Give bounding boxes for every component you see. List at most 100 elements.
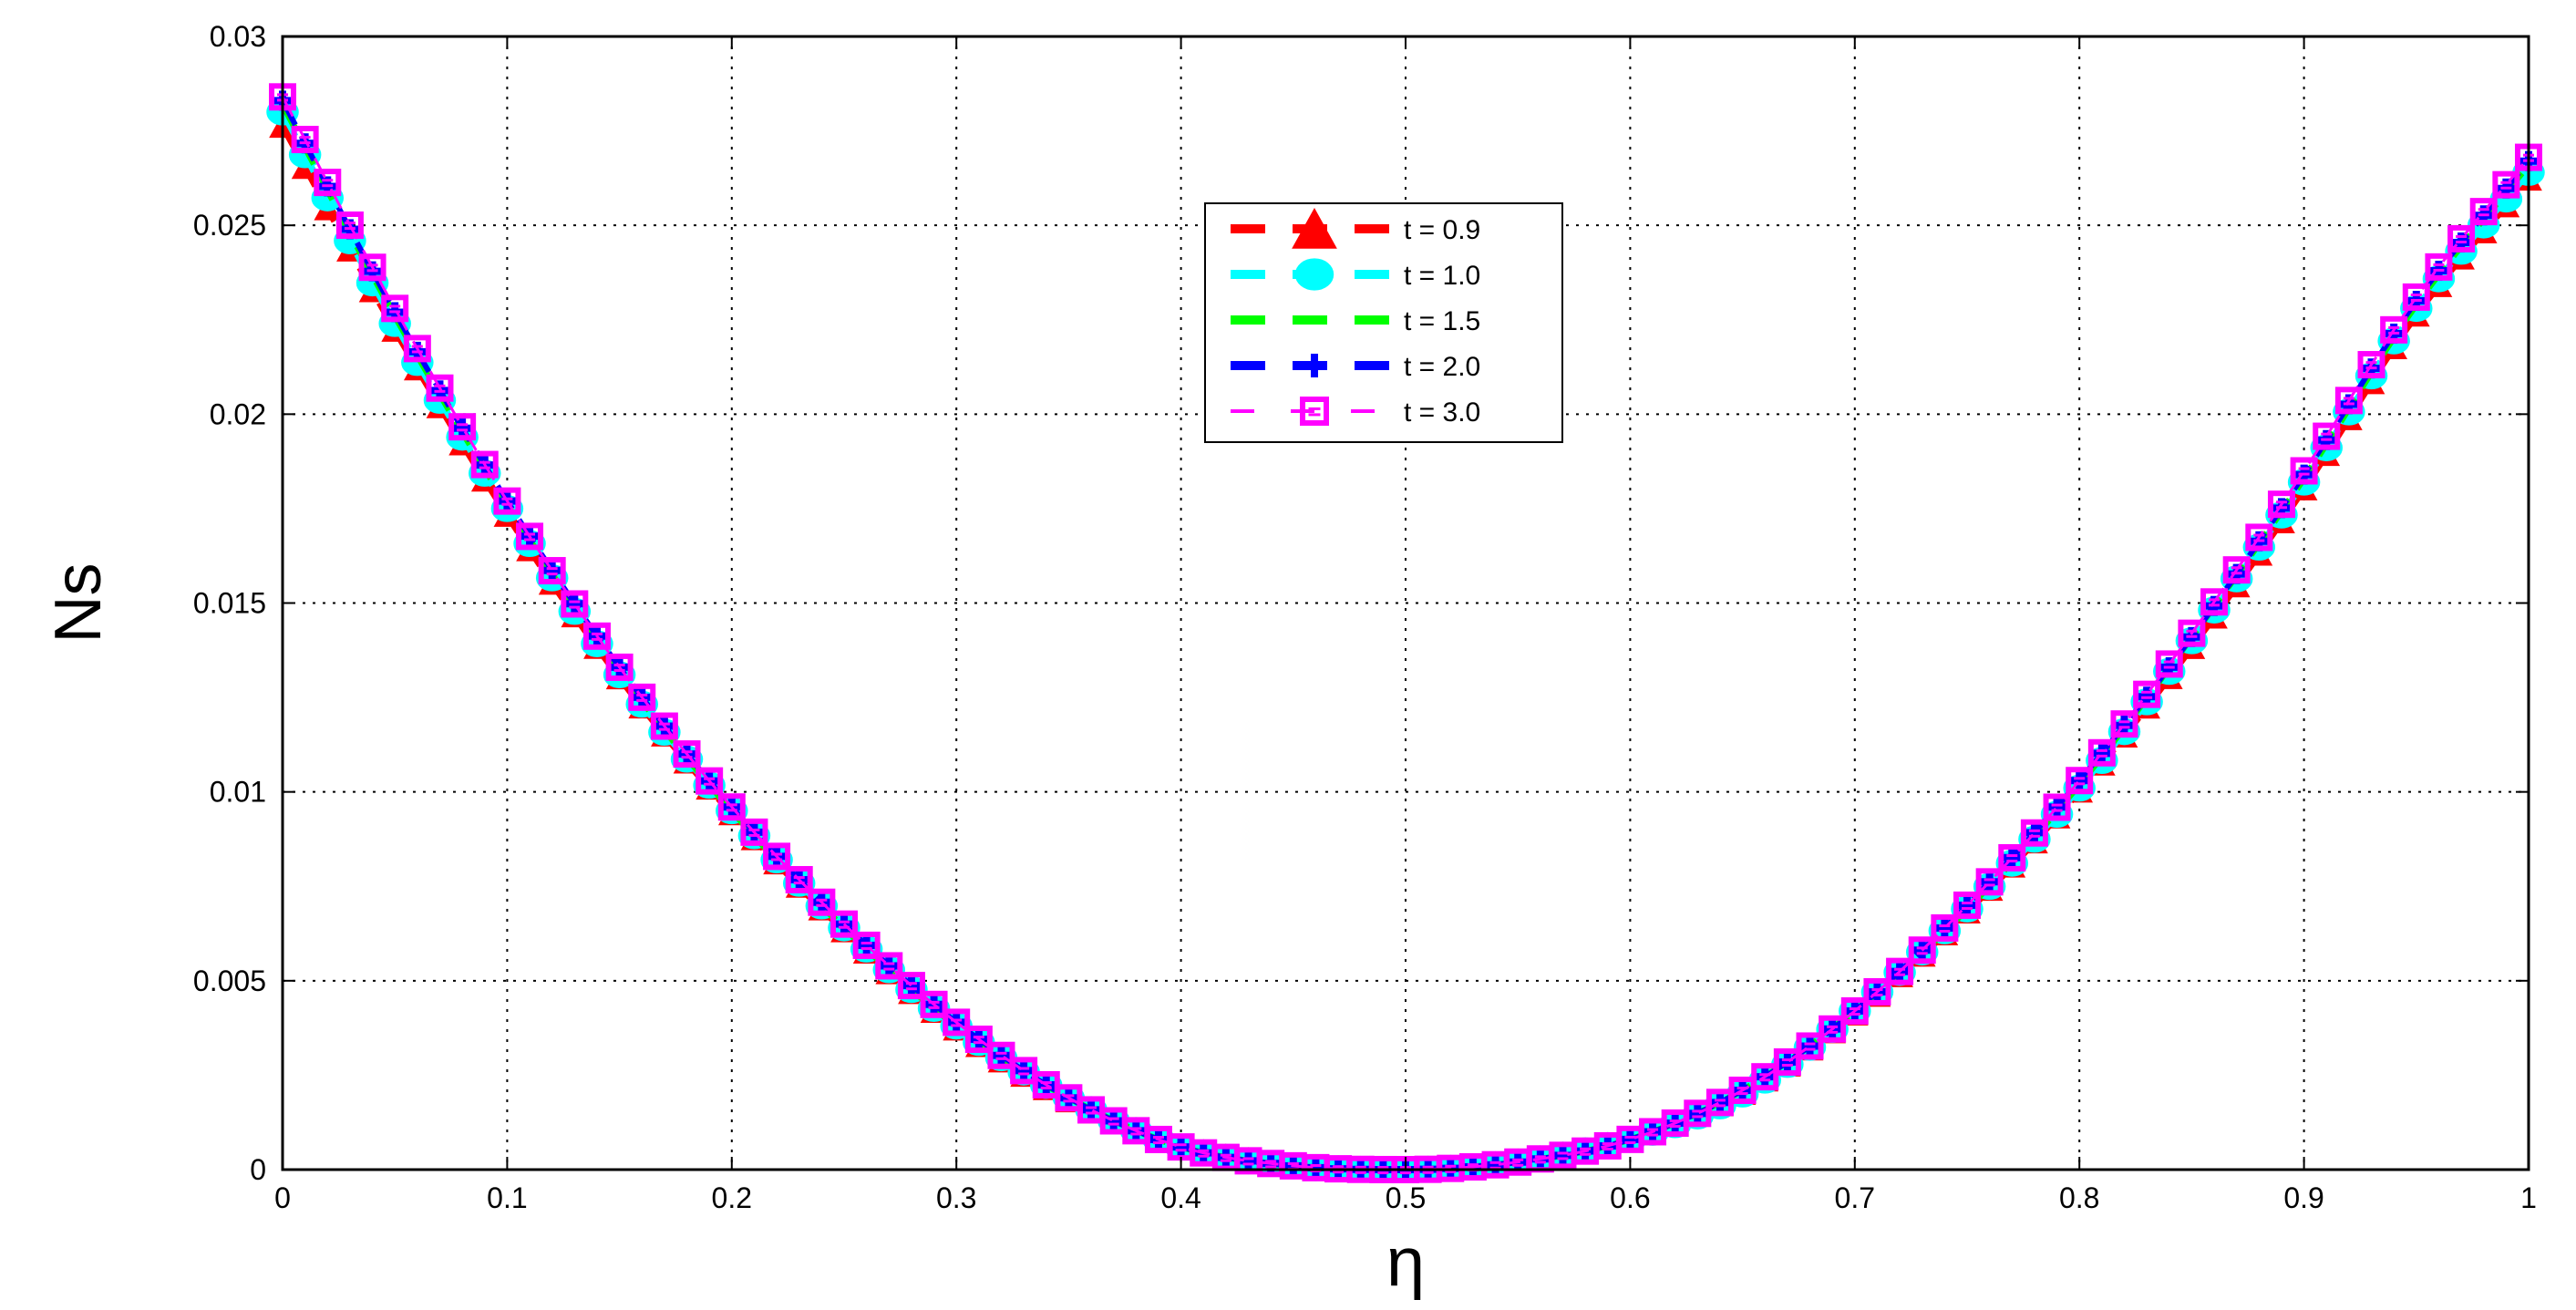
marker-square-outer	[2178, 619, 2206, 647]
marker-square-outer	[897, 972, 925, 1000]
marker-square-outer	[426, 374, 454, 402]
data-point	[1953, 891, 1981, 919]
marker-square-outer	[1931, 913, 1959, 942]
data-point	[2043, 793, 2071, 821]
marker-square-outer	[2222, 556, 2251, 584]
data-point	[1957, 894, 1977, 915]
marker-square-outer	[2110, 710, 2138, 738]
x-tick-label: 0	[274, 1181, 291, 1214]
marker-square-outer	[403, 335, 431, 363]
data-point	[1620, 1129, 1641, 1150]
data-point	[2024, 822, 2045, 843]
marker-square-outer	[2357, 351, 2385, 379]
y-tick-label: 0.005	[193, 964, 266, 997]
data-point	[2313, 422, 2341, 450]
x-tick-label: 0.5	[1386, 1181, 1426, 1214]
marker-square-outer	[582, 622, 611, 650]
marker-square-outer	[1886, 957, 1914, 985]
x-tick-label: 0.6	[1610, 1181, 1650, 1214]
data-point	[1796, 1032, 1824, 1060]
marker-square-outer	[2043, 793, 2071, 821]
data-point	[2002, 847, 2023, 868]
marker-square-outer	[2402, 283, 2430, 311]
marker-square-outer	[2245, 523, 2273, 552]
data-point	[964, 1026, 993, 1054]
legend: t = 0.9 t = 1.0 t = 1.5 t = 2.0 t = 3.0	[1204, 202, 1563, 443]
data-point	[1979, 872, 2000, 892]
tick-labels: 0 0.1 0.2 0.3 0.4 0.5 0.6 0.7 0.8 0.9 1 0 0.005 0.01 0…	[193, 20, 2537, 1214]
x-tick-label: 0.4	[1160, 1181, 1200, 1214]
data-point	[1014, 1060, 1035, 1081]
data-point	[452, 418, 473, 438]
marker-square-outer	[605, 653, 634, 681]
data-point	[538, 557, 566, 585]
data-point	[582, 622, 611, 650]
marker-square-outer	[538, 557, 566, 585]
data-point	[856, 934, 877, 955]
data-point	[2245, 523, 2273, 552]
marker-square-outer	[1908, 936, 1936, 964]
x-tick-label: 0.1	[487, 1181, 527, 1214]
data-point	[1751, 1063, 1779, 1091]
x-axis-title: η	[1386, 1223, 1425, 1301]
legend-marker	[1292, 207, 1337, 249]
data-point	[1103, 1110, 1124, 1131]
data-point	[448, 413, 477, 441]
marker-square-outer	[2334, 387, 2363, 415]
marker-square-outer	[673, 740, 701, 768]
data-point	[2155, 650, 2183, 678]
data-point	[991, 1045, 1012, 1066]
data-point	[2267, 490, 2295, 519]
marker-square-outer	[2200, 588, 2229, 616]
legend-entry: t = 1.5	[1231, 306, 1480, 336]
marker-square-outer	[964, 1026, 993, 1054]
marker-square-outer	[2155, 650, 2183, 678]
x-tick-label: 0.9	[2283, 1181, 2324, 1214]
legend-entry: t = 0.9	[1231, 207, 1480, 249]
data-point	[561, 590, 589, 618]
data-point	[1799, 1036, 1820, 1057]
marker-square-outer	[1751, 1063, 1779, 1091]
data-point	[879, 955, 900, 976]
x-tick-label: 0.2	[712, 1181, 752, 1214]
marker-square-outer	[448, 413, 477, 441]
marker-square-outer	[717, 793, 746, 821]
marker-square-outer	[470, 450, 499, 479]
marker-square-outer	[1998, 843, 2026, 872]
data-point	[1886, 957, 1914, 985]
marker-square-outer	[291, 126, 319, 154]
marker-square-outer	[561, 590, 589, 618]
data-point	[2110, 710, 2138, 738]
data-point	[2046, 797, 2067, 818]
data-point	[2425, 253, 2453, 281]
marker-square-outer	[920, 990, 948, 1018]
legend-entry: t = 2.0	[1231, 352, 1480, 382]
data-point	[943, 1008, 971, 1037]
marker-square-outer	[2380, 315, 2408, 344]
data-point	[1687, 1103, 1708, 1124]
marker-square-outer	[314, 169, 342, 197]
data-point	[901, 975, 922, 996]
marker-square-outer	[2020, 819, 2048, 847]
data-point	[314, 169, 342, 197]
legend-label: t = 1.5	[1404, 306, 1480, 336]
data-point	[2087, 738, 2116, 767]
data-point	[875, 952, 903, 980]
y-tick-label: 0.02	[210, 397, 266, 430]
x-tick-label: 0.3	[936, 1181, 976, 1214]
marker-square-outer	[1796, 1032, 1824, 1060]
marker-square-outer	[2313, 422, 2341, 450]
x-tick-label: 0.7	[1835, 1181, 1875, 1214]
data-point	[358, 253, 386, 282]
data-point	[808, 888, 836, 916]
marker-square-outer	[763, 842, 791, 871]
marker-square-outer	[1773, 1047, 1801, 1076]
data-point	[2222, 556, 2251, 584]
marker-square-outer	[381, 294, 409, 323]
marker-square-outer	[943, 1008, 971, 1037]
data-point	[852, 931, 881, 959]
data-point	[2402, 283, 2430, 311]
marker-square-outer	[2133, 680, 2161, 708]
marker-square-outer	[875, 952, 903, 980]
y-tick-label: 0.03	[210, 20, 266, 53]
